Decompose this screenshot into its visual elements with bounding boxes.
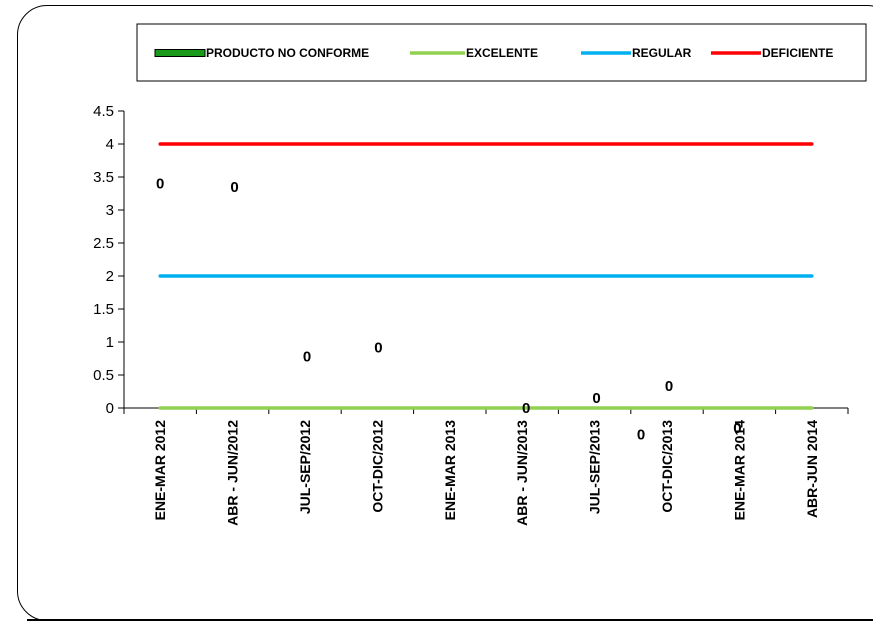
- series-layer: [158, 142, 814, 410]
- y-tick-label: 2: [106, 268, 114, 285]
- data-label: 0: [156, 176, 164, 193]
- legend-label: PRODUCTO NO CONFORME: [206, 46, 369, 60]
- data-label: 0: [637, 426, 645, 443]
- y-tick-label: 1.5: [93, 301, 114, 318]
- y-tick-label: 3: [106, 202, 114, 219]
- x-tick-label: ABR - JUN/2012: [225, 420, 241, 526]
- chart-frame-shadow: [27, 619, 873, 621]
- y-tick-label: 2.5: [93, 235, 114, 252]
- y-tick-label: 4: [106, 136, 114, 153]
- x-tick-label: OCT-DIC/2012: [369, 420, 385, 513]
- x-tick-label: ENE-MAR 2014: [731, 420, 747, 521]
- data-label: 0: [374, 339, 382, 356]
- y-tick-label: 4.5: [93, 103, 114, 120]
- x-tick-label: ENE-MAR 2013: [442, 420, 458, 521]
- x-tick-label: JUL-SEP/2012: [297, 420, 313, 514]
- x-tick-label: ABR-JUN 2014: [804, 420, 820, 518]
- legend-label: REGULAR: [632, 46, 692, 60]
- legend-label: DEFICIENTE: [762, 46, 833, 60]
- legend: PRODUCTO NO CONFORME EXCELENTE REGULAR DEFI…: [136, 23, 867, 82]
- data-label: 0: [592, 390, 600, 407]
- x-tick-label: ENE-MAR 2012: [152, 420, 168, 521]
- data-label: 0: [230, 179, 238, 196]
- data-labels: 0 0 0 0 0 0 0 0 0: [156, 176, 742, 444]
- data-label: 0: [522, 400, 530, 417]
- y-tick-label: 3.5: [93, 169, 114, 186]
- y-tick-label: 1: [106, 334, 114, 351]
- x-tick-label: JUL-SEP/2013: [587, 420, 603, 514]
- x-tick-label: OCT-DIC/2013: [659, 420, 675, 513]
- axes: 0 0.5 1 1.5 2 2.5 3 3.5 4 4.5 ENE-MAR 2012 ABR - JU…: [93, 103, 849, 526]
- data-label: 0: [665, 378, 673, 395]
- data-label: 0: [733, 420, 741, 437]
- chart-frame: [17, 5, 873, 621]
- x-tick-label: ABR - JUN/2013: [514, 420, 530, 526]
- data-label: 0: [303, 349, 311, 366]
- legend-label: EXCELENTE: [466, 46, 538, 60]
- y-tick-label: 0: [106, 400, 114, 417]
- y-tick-label: 0.5: [93, 367, 114, 384]
- legend-swatch: [154, 49, 206, 57]
